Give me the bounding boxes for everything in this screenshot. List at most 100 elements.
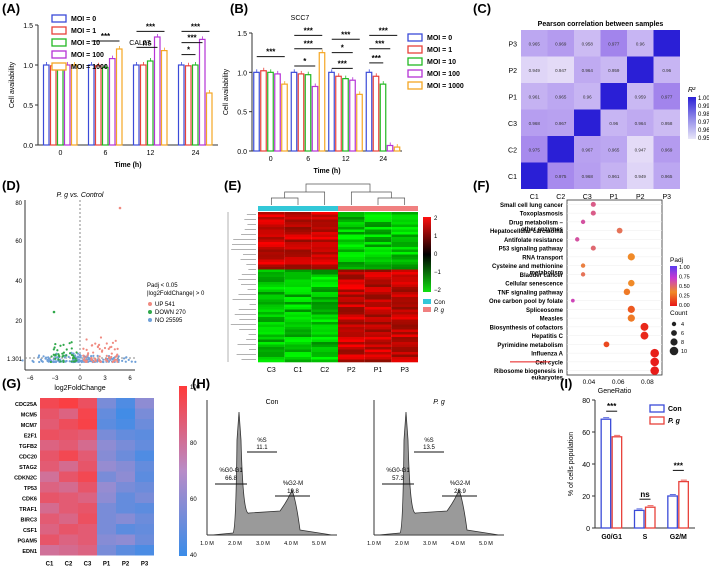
point-no [46,358,49,362]
heatmap-cell [574,30,601,57]
heatmap-cell [311,239,338,243]
dot [590,210,596,216]
heatmap-cell [391,357,418,360]
legend-tick: 1 [434,234,438,240]
heatmap-cell [258,299,285,303]
heatmap-cell [258,324,285,328]
heatmap-cell [59,419,78,430]
heatmap-cell [364,227,392,230]
bar [600,418,612,529]
heatmap-cell [547,162,574,189]
cell-value: 0.968 [582,174,594,179]
heatmap-cell [311,224,338,228]
color-bar [670,266,677,306]
cell-value: 0.961 [608,174,620,179]
heatmap-cell [78,503,97,514]
term-label: Cysteine and methionine [492,264,564,270]
heatmap-cell [364,349,392,353]
heatmap-cell [258,289,285,293]
heatmap-cell [135,492,154,503]
heatmap-cell [59,492,78,503]
legend-tick: 40 [190,553,197,559]
heatmap-cell [116,545,135,556]
heatmap-cell [311,299,338,303]
size-legend-dot [671,321,677,327]
significance-label: * [303,57,307,66]
heatmap-cell [284,212,312,215]
legend-label: MOI = 1000 [71,64,108,71]
x-tick-label: 6 [306,156,310,163]
point-up [98,358,101,361]
heatmap-cell [135,471,154,482]
significance-label: *** [191,22,201,31]
heatmap-cell [97,513,116,524]
heatmap-cell [547,83,574,110]
heatmap-cell [284,252,312,255]
heatmap-cell [258,309,285,313]
x-tick-label: 1.0 M [367,541,381,547]
heatmap-cell [311,314,338,318]
heatmap-cell [284,297,312,300]
heatmap-cell [338,312,365,315]
heatmap-cell [338,289,365,293]
point-no [79,354,82,357]
point-up [92,351,95,354]
point-up [94,342,97,345]
heatmap-cell [391,319,418,323]
heatmap-cell [258,259,285,263]
heatmap-cell [391,342,418,345]
point-down [52,348,55,351]
dot [570,298,575,303]
color-bar [688,97,696,139]
heatmap-cell [364,279,392,283]
heatmap-cell [338,217,365,220]
col-label: P3 [400,367,409,374]
point-down [53,346,56,349]
heatmap-cell [311,249,338,253]
heatmap-cell [338,247,365,250]
heatmap-cell [364,222,392,225]
heatmap-cell [258,352,285,355]
x-tick-label: 3.0 M [423,541,437,547]
cell-value: 0.969 [661,147,673,152]
heatmap-cell [311,289,338,293]
significance-label: * [341,44,345,53]
cell-value: 0.964 [582,68,594,73]
significance-label: * [187,46,191,55]
heatmap-cell [338,277,365,280]
heatmap-cell [364,272,392,275]
heatmap-cell [59,545,78,556]
group-bar-pg [338,206,418,211]
legend-marker [148,310,152,314]
heatmap-cell [284,247,312,250]
heatmap-cell [653,109,680,136]
heatmap-cell [258,287,285,290]
significance-label: ns [640,490,650,499]
heatmap-cell [135,482,154,493]
cell-value: 0.96 [636,41,645,46]
significance-label: *** [341,30,351,39]
heatmap-cell [391,287,418,290]
point-up [99,336,103,339]
gate-label-g0: %G0-G1 [219,468,243,474]
heatmap-cell [391,347,418,350]
heatmap-cell [59,398,78,409]
heatmap-cell [364,339,392,343]
heatmap-cell [521,109,548,136]
heatmap-cell [338,239,365,243]
y-axis-label: Cell availability [9,61,16,108]
heatmap-cell [338,274,365,278]
heatmap-cell [258,242,285,245]
y-tick-label: 1.0 [237,70,247,77]
heatmap-cell [311,277,338,280]
heatmap-cell [627,30,654,57]
y-tick-label: 0.0 [23,143,33,150]
heatmap-cell [547,109,574,136]
heatmap-cell [116,419,135,430]
heatmap-cell [338,254,365,258]
term-label: Drug metabolism – [509,220,564,226]
heatmap-cell [284,319,312,323]
point-down [70,347,73,350]
heatmap-cell [311,282,338,285]
point-no [55,356,59,359]
